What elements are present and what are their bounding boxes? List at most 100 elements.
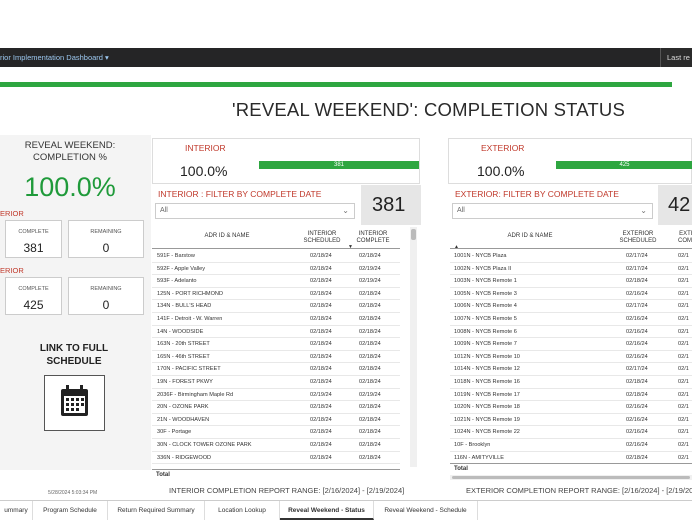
cell-adr-name: 14N - WOODSIDE [157,328,204,335]
cell-scheduled: 02/16/24 [626,404,648,411]
cell-adr-name: 1007N - NYCB Remote 5 [454,316,517,322]
exterior-count-box: 42 [658,185,692,225]
table-row[interactable]: 1003N - NYCB Remote 1 02/18/24 02/1 [450,275,692,288]
full-schedule-link[interactable]: LINK TO FULL SCHEDULE [39,343,109,367]
interior-scrollbar[interactable] [410,227,417,467]
dropdown-value: All [160,207,168,214]
col-exterior-complete[interactable]: EXTE COMP [678,231,692,244]
cell-adr-name: 1014N - NYCB Remote 12 [454,366,520,373]
table-row[interactable]: 1024N - NYCB Remote 22 02/16/24 02/1 [450,426,692,439]
cell-adr-name: 591F - Barstow [157,253,195,259]
interior-complete-card: COMPLETE 381 [5,220,62,258]
table-row[interactable]: 1019N - NYCB Remote 17 02/18/24 02/1 [450,389,692,402]
table-row[interactable]: 14N - WOODSIDE 02/18/24 02/18/24 [152,326,400,339]
table-row[interactable]: 21N - WOODHAVEN 02/18/24 02/18/24 [152,414,400,427]
table-row[interactable]: 10F - Brooklyn 02/16/24 02/1 [450,439,692,452]
table-row[interactable]: 1021N - NYCB Remote 19 02/16/24 02/1 [450,414,692,427]
table-row[interactable]: 2036F - Birmingham Maple Rd 02/19/24 02/19… [152,389,400,402]
table-row[interactable]: 1012N - NYCB Remote 10 02/16/24 02/1 [450,351,692,364]
table-row[interactable]: 1007N - NYCB Remote 5 02/16/24 02/1 [450,313,692,326]
table-row[interactable]: 1018N - NYCB Remote 16 02/18/24 02/1 [450,376,692,389]
cell-scheduled: 02/19/24 [310,391,332,398]
table-row[interactable]: 1008N - NYCB Remote 6 02/16/24 02/1 [450,326,692,339]
tab-summary[interactable]: ummary [0,501,33,520]
table-row[interactable]: 1020N - NYCB Remote 18 02/16/24 02/1 [450,401,692,414]
tab-return-required-summary[interactable]: Return Required Summary [108,501,205,520]
card-label: REMAINING [90,229,122,235]
table-row[interactable]: 19N - FOREST PKWY 02/18/24 02/18/24 [152,376,400,389]
table-row[interactable]: 134N - BULL'S HEAD 02/18/24 02/18/24 [152,300,400,313]
cell-adr-name: 1008N - NYCB Remote 6 [454,328,517,335]
col-exterior-scheduled[interactable]: EXTERIOR SCHEDULED [619,231,657,244]
cell-complete: 02/18/24 [359,379,381,385]
table-row[interactable]: 141F - Detroit - W. Warren 02/18/24 02/18/… [152,313,400,326]
interior-progress-bar: 381 [259,161,419,169]
cell-complete: 02/18/24 [359,416,381,423]
cell-adr-name: 1024N - NYCB Remote 22 [454,429,520,436]
cell-adr-name: 20N - OZONE PARK [157,404,209,411]
tab-reveal-weekend-status[interactable]: Reveal Weekend - Status [280,501,374,520]
cell-adr-name: 1006N - NYCB Remote 4 [454,303,517,310]
cell-scheduled: 02/16/24 [626,290,648,297]
table-row[interactable]: 1006N - NYCB Remote 4 02/17/24 02/1 [450,300,692,313]
exterior-complete-card: COMPLETE 425 [5,277,62,315]
table-row[interactable]: 336N - RIDGEWOOD 02/18/24 02/18/24 [152,452,400,465]
exterior-h-scrollbar[interactable] [450,475,692,480]
cell-scheduled: 02/18/24 [310,341,332,348]
cell-scheduled: 02/18/24 [310,290,332,297]
table-row[interactable]: 20N - OZONE PARK 02/18/24 02/18/24 [152,401,400,414]
cell-scheduled: 02/18/24 [310,303,332,310]
cell-adr-name: 1005N - NYCB Remote 3 [454,290,517,297]
cell-adr-name: 163N - 20th STREET [157,341,210,348]
cell-adr-name: 1021N - NYCB Remote 19 [454,416,520,423]
cell-scheduled: 02/18/24 [310,404,332,411]
cell-complete: 02/18/24 [359,353,381,360]
calendar-link-button[interactable] [44,375,105,431]
table-row[interactable]: 1009N - NYCB Remote 7 02/16/24 02/1 [450,338,692,351]
cell-complete: 02/1 [678,391,689,398]
table-row[interactable]: 165N - 46th STREET 02/18/24 02/18/24 [152,351,400,364]
scrollbar-thumb[interactable] [452,476,690,479]
cell-adr-name: 170N - PACIFIC STREET [157,366,221,373]
table-row[interactable]: 593F - Adelanto 02/18/24 02/19/24 [152,275,400,288]
table-row[interactable]: 591F - Barstow 02/18/24 02/18/24 [152,250,400,263]
dropdown-value: All [457,207,465,214]
table-row[interactable]: 1001N - NYCB Plaza 02/17/24 02/1 [450,250,692,263]
col-interior-complete[interactable]: INTERIOR COMPLETE [356,231,390,244]
tab-reveal-weekend-schedule[interactable]: Reveal Weekend - Schedule [374,501,478,520]
col-adr-id[interactable]: ADR ID & NAME [204,233,250,239]
cell-scheduled: 02/16/24 [626,341,648,348]
card-label: REMAINING [90,286,122,292]
table-row[interactable]: 1005N - NYCB Remote 3 02/16/24 02/1 [450,288,692,301]
cell-complete: 02/1 [678,366,689,373]
tab-program-schedule[interactable]: Program Schedule [33,501,108,520]
chevron-down-icon: ⌄ [342,206,349,215]
tab-location-lookup[interactable]: Location Lookup [205,501,280,520]
card-value: 0 [102,298,110,312]
exterior-date-filter-dropdown[interactable]: All ⌄ [452,203,653,219]
col-interior-scheduled[interactable]: INTERIOR SCHEDULED [303,231,341,244]
table-row[interactable]: 1002N - NYCB Plaza II 02/17/24 02/1 [450,263,692,276]
interior-date-filter-dropdown[interactable]: All ⌄ [155,203,355,219]
table-row[interactable]: 1014N - NYCB Remote 12 02/17/24 02/1 [450,363,692,376]
interior-section-label: ERIOR [0,209,24,218]
dashboard-header: rior Implementation Dashboard ▾ Last re [0,48,692,67]
cell-adr-name: 1020N - NYCB Remote 18 [454,404,520,411]
cell-scheduled: 02/18/24 [310,416,332,423]
col-adr-id[interactable]: ADR ID & NAME [507,233,553,239]
table-row[interactable]: 125N - PORT RICHMOND 02/18/24 02/18/24 [152,288,400,301]
table-row[interactable]: 592F - Apple Valley 02/18/24 02/19/24 [152,263,400,276]
table-row[interactable]: 30N - CLOCK TOWER OZONE PARK 02/18/24 02/1… [152,439,400,452]
table-row[interactable]: 163N - 20th STREET 02/18/24 02/18/24 [152,338,400,351]
calendar-icon [61,385,88,416]
interior-kpi-pct: 100.0% [180,163,228,179]
table-row[interactable]: 30F - Portage 02/18/24 02/18/24 [152,426,400,439]
cell-adr-name: 1002N - NYCB Plaza II [454,265,512,272]
cell-complete: 02/19/24 [359,278,381,285]
scrollbar-thumb[interactable] [411,229,416,240]
table-row[interactable]: 170N - PACIFIC STREET 02/18/24 02/18/24 [152,363,400,376]
cell-complete: 02/1 [678,454,689,461]
cell-adr-name: 141F - Detroit - W. Warren [157,316,223,322]
exterior-table: ADR ID & NAME EXTERIOR SCHEDULED EXTE CO… [450,227,692,482]
dashboard-title-menu[interactable]: rior Implementation Dashboard ▾ [0,53,109,62]
